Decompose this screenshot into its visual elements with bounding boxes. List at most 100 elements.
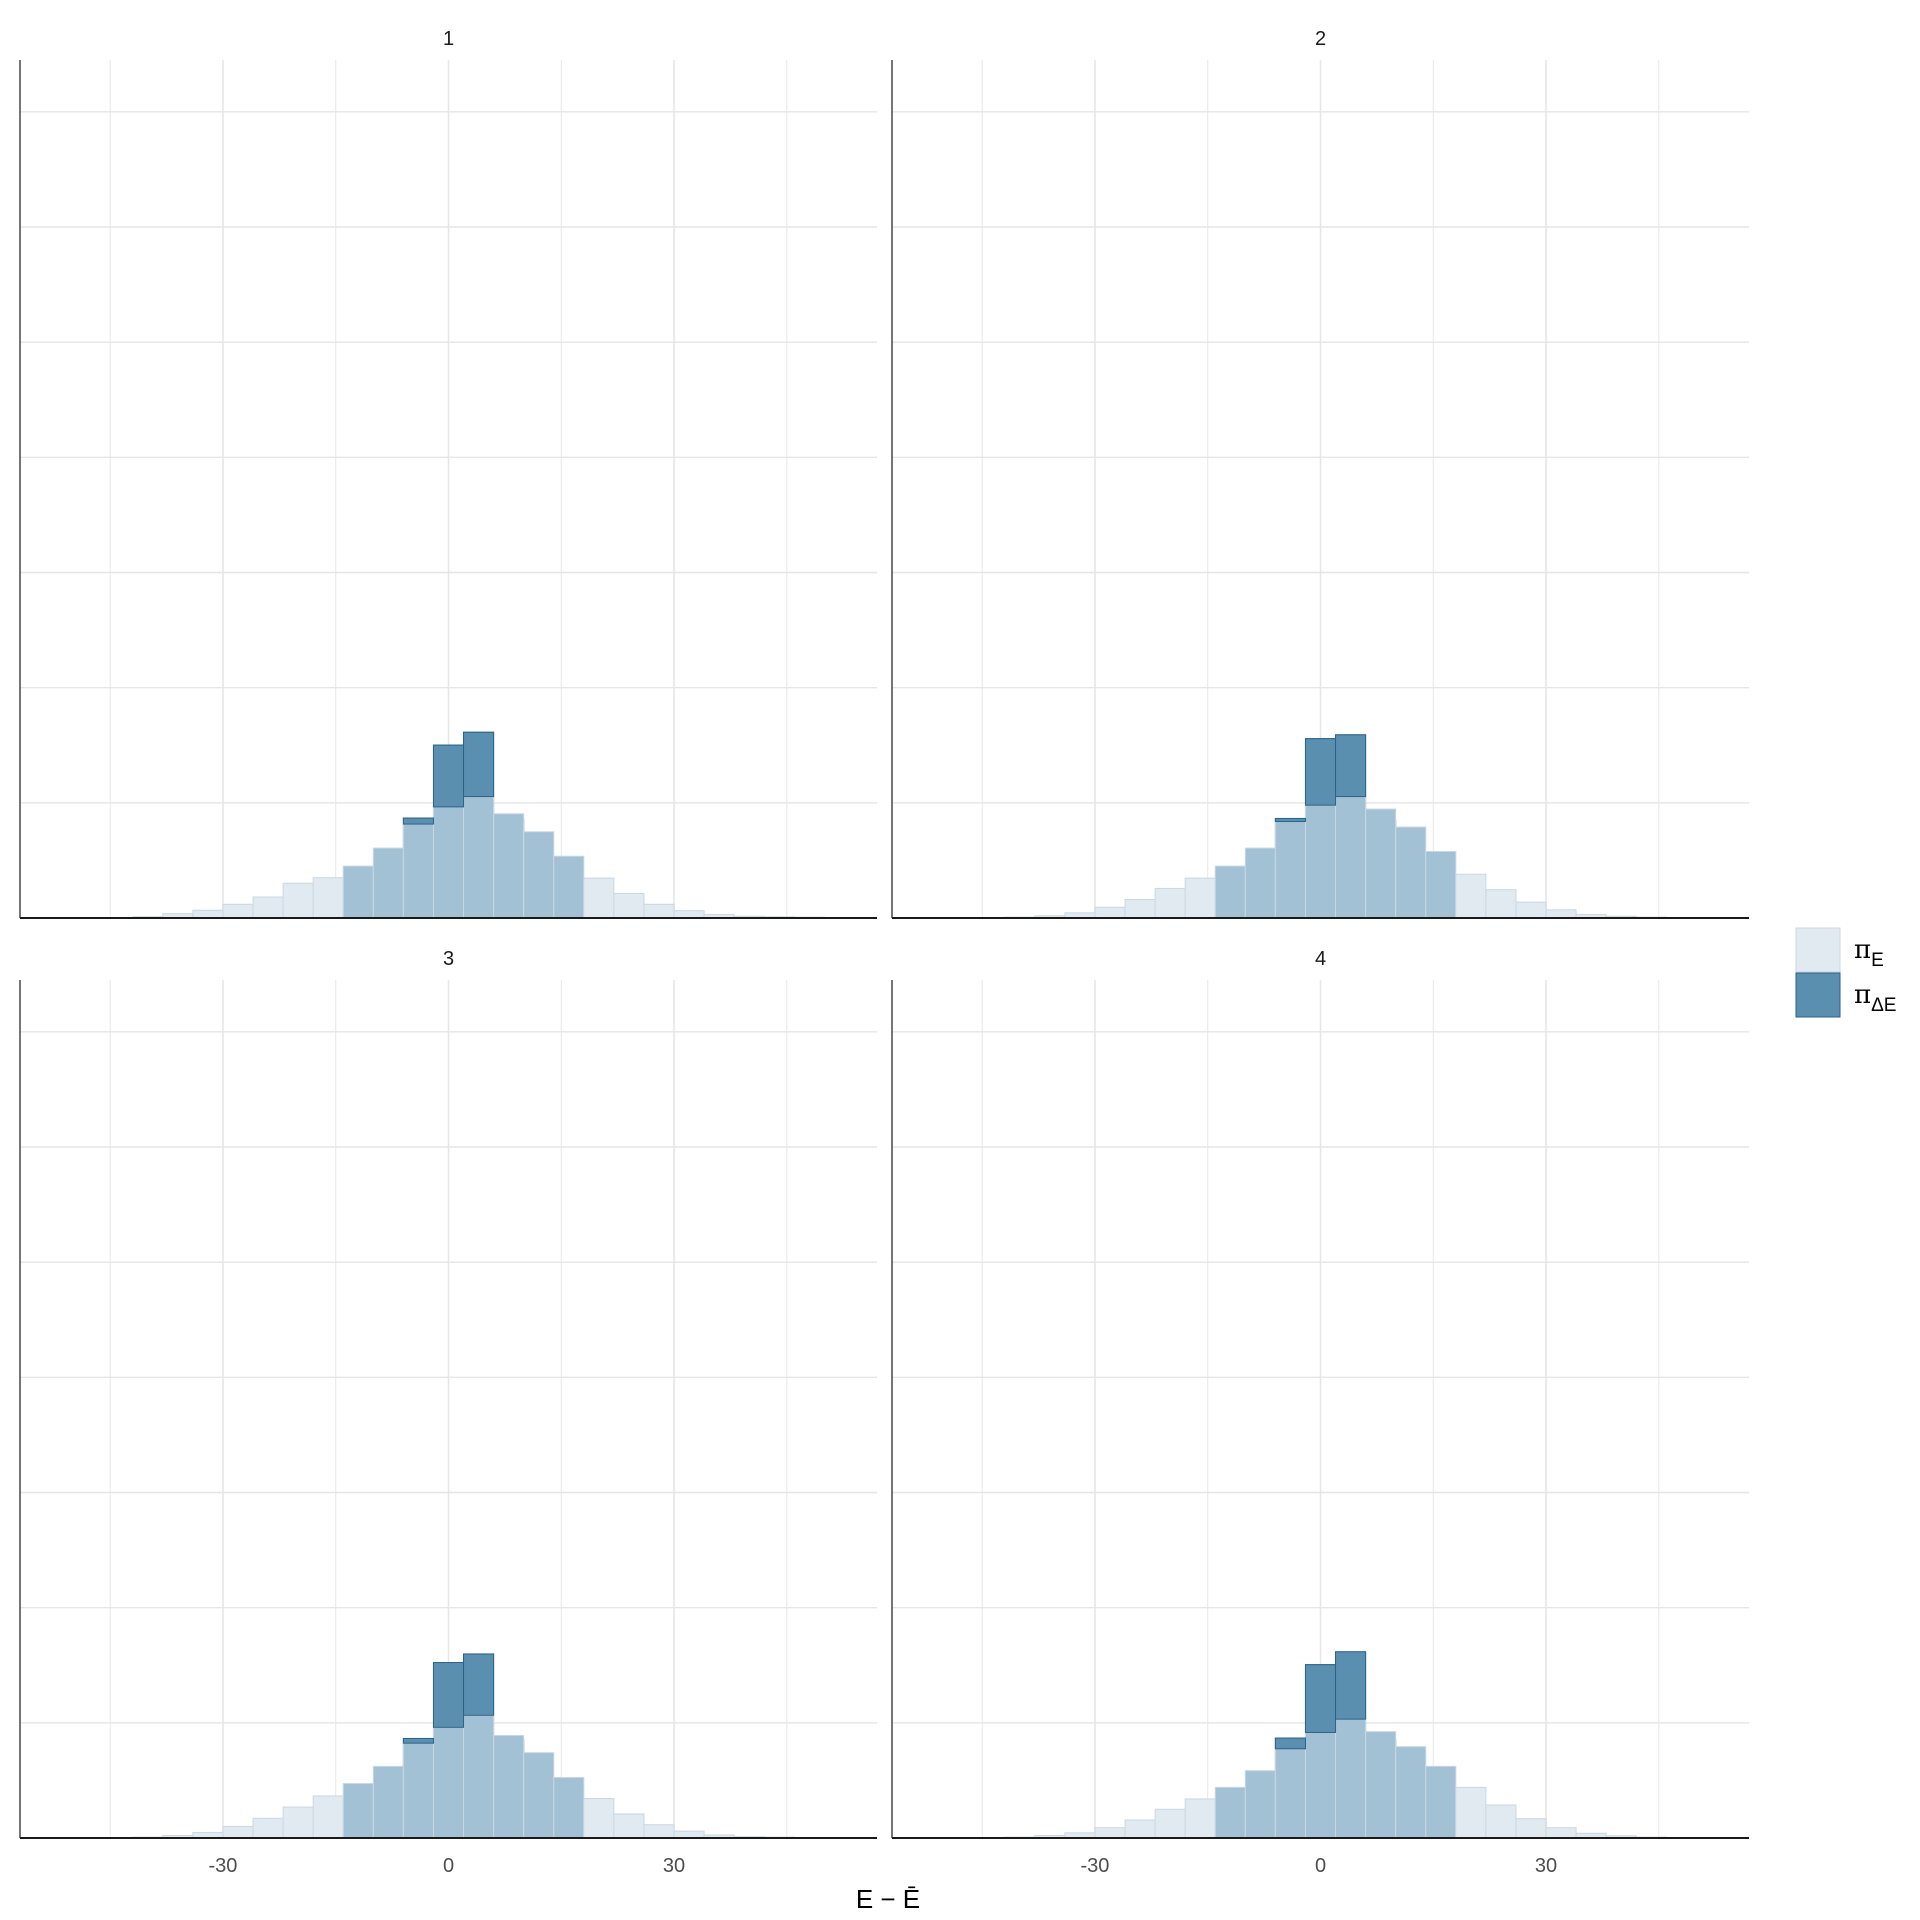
bar-pi-e	[342, 1783, 374, 1839]
bar-pi-e	[613, 1813, 645, 1839]
gridlines	[892, 980, 1749, 1838]
panel-title: 1	[443, 28, 454, 50]
bar-pi-e	[1154, 887, 1186, 919]
bar-pi-e	[432, 806, 465, 919]
x-tick-label: 0	[443, 1855, 454, 1877]
histogram-bars	[132, 731, 855, 919]
bar-pi-delta-e-top	[1335, 1651, 1367, 1720]
bar-pi-e	[252, 1817, 284, 1839]
bar-pi-e	[1515, 1818, 1547, 1839]
bar-pi-e	[372, 847, 404, 919]
bar-pi-delta-e-top	[1335, 734, 1367, 798]
panel-title: 4	[1315, 948, 1326, 970]
gridlines	[892, 60, 1749, 918]
bar-pi-e	[493, 1734, 525, 1839]
gridlines	[20, 980, 877, 1838]
facet-panels: 1 2 3 -30 0 30 4 -30 0 30	[19, 28, 1749, 1877]
bar-pi-e	[1214, 865, 1246, 919]
bar-pi-e	[1124, 899, 1156, 919]
bar-pi-delta-e-top	[432, 744, 465, 808]
x-tick-label: 30	[663, 1855, 685, 1877]
bar-pi-e	[1545, 1827, 1577, 1839]
bar-pi-delta-e-top	[463, 1653, 495, 1716]
bar-pi-e	[1214, 1786, 1246, 1839]
bar-pi-delta-e-top	[1304, 1664, 1337, 1733]
legend-item: πΔE	[1795, 972, 1896, 1018]
bar-pi-e	[1244, 1770, 1276, 1839]
bar-pi-delta-e-top	[432, 1662, 465, 1728]
panel-3: 3 -30 0 30	[19, 948, 877, 1877]
bar-pi-e	[1395, 826, 1427, 919]
bar-pi-e	[553, 855, 585, 919]
bar-pi-e	[1425, 1765, 1457, 1839]
x-tick-label: 0	[1315, 1855, 1326, 1877]
bar-pi-e	[252, 896, 284, 919]
bar-pi-e	[643, 1824, 675, 1839]
bar-pi-e	[192, 909, 224, 919]
panel-title: 3	[443, 948, 454, 970]
bar-pi-e	[282, 882, 314, 919]
bar-pi-delta-e-top	[463, 731, 495, 798]
bar-pi-e	[1244, 847, 1276, 919]
histogram-bars	[132, 1653, 825, 1839]
bar-pi-e	[312, 1795, 344, 1839]
legend-swatch	[1795, 927, 1841, 973]
bar-pi-e	[432, 1726, 465, 1839]
bar-pi-delta-e-top	[402, 817, 434, 825]
bar-pi-e	[463, 796, 495, 919]
bar-pi-e	[1515, 901, 1547, 919]
bar-pi-e	[1124, 1819, 1156, 1839]
bar-pi-e	[1425, 851, 1457, 919]
bar-pi-e	[463, 1714, 495, 1839]
bar-pi-e	[402, 1742, 434, 1839]
bar-pi-e	[1094, 1827, 1126, 1839]
bar-pi-e	[643, 903, 675, 919]
legend-label: πΔE	[1854, 980, 1896, 1016]
bar-pi-e	[523, 1752, 555, 1839]
bar-pi-e	[1485, 889, 1517, 919]
bar-pi-delta-e-top	[1304, 738, 1337, 806]
bar-pi-e	[1455, 1786, 1487, 1839]
histogram-bars	[1004, 734, 1697, 919]
panel-title: 2	[1315, 28, 1326, 50]
legend-item: πE	[1795, 927, 1884, 973]
x-axis-title: E − Ē	[856, 1884, 920, 1914]
legend-swatch	[1795, 972, 1841, 1018]
gridlines	[20, 60, 877, 918]
bar-pi-e	[1274, 820, 1306, 919]
bar-pi-e	[1335, 796, 1367, 919]
bar-pi-e	[673, 1830, 705, 1839]
bar-pi-delta-e-top	[1274, 817, 1306, 822]
bar-pi-e	[523, 831, 555, 919]
bar-pi-e	[583, 1798, 615, 1839]
bar-pi-e	[222, 903, 254, 919]
bar-pi-e	[583, 877, 615, 919]
bar-pi-e	[1154, 1808, 1186, 1839]
bar-pi-e	[613, 893, 645, 919]
bar-pi-delta-e-top	[1274, 1737, 1306, 1750]
histogram-bars	[1004, 1651, 1697, 1839]
bar-pi-e	[372, 1765, 404, 1839]
legend-label: πE	[1854, 935, 1884, 971]
bar-pi-e	[1304, 804, 1337, 919]
bar-pi-e	[1184, 877, 1216, 919]
bar-pi-delta-e-top	[402, 1737, 434, 1744]
bar-pi-e	[222, 1825, 254, 1839]
bar-pi-e	[673, 910, 705, 919]
legend: πE πΔE	[1795, 927, 1896, 1018]
bar-pi-e	[1455, 873, 1487, 919]
bar-pi-e	[282, 1806, 314, 1839]
bar-pi-e	[1365, 808, 1397, 919]
panel-1: 1	[19, 28, 877, 919]
bar-pi-e	[1365, 1731, 1397, 1839]
bar-pi-e	[1485, 1804, 1517, 1839]
bar-pi-e	[342, 865, 374, 919]
bar-pi-e	[1545, 909, 1577, 919]
bar-pi-e	[493, 813, 525, 919]
bar-pi-e	[312, 877, 344, 919]
bar-pi-e	[1335, 1718, 1367, 1839]
x-tick-label: -30	[1081, 1855, 1110, 1877]
bar-pi-e	[553, 1777, 585, 1839]
bar-pi-e	[402, 823, 434, 919]
